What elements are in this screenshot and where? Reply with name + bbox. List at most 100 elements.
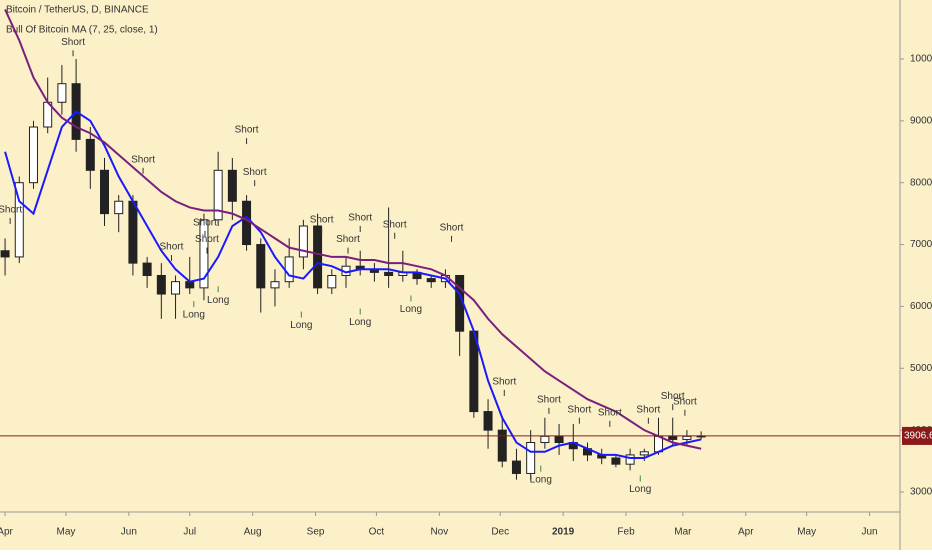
candle-body <box>284 256 294 283</box>
candle-body <box>497 429 507 462</box>
candle-body <box>85 138 95 171</box>
candle-body <box>256 244 266 289</box>
x-tick-label: Aug <box>244 527 262 538</box>
signal-label: Short <box>567 404 591 415</box>
signal-label: Short <box>193 218 217 229</box>
signal-label: Short <box>235 125 259 136</box>
signal: Short <box>537 394 561 414</box>
y-tick-label: 9000.00 <box>910 115 932 126</box>
candle-body <box>156 274 166 295</box>
y-tick-label: 6000.00 <box>910 301 932 312</box>
signal: Long <box>400 295 422 315</box>
moving-average <box>4 110 702 459</box>
x-tick-label: Jun <box>121 527 137 538</box>
signal-label: Short <box>673 396 697 407</box>
signal-label: Short <box>61 37 85 48</box>
signal-label: Short <box>348 213 372 224</box>
signal: Short <box>243 167 267 187</box>
y-tick-label: 5000.00 <box>910 363 932 374</box>
candle-body <box>426 278 436 283</box>
candle-body <box>526 442 536 474</box>
signal-label: Long <box>400 304 422 315</box>
signal: Long <box>629 475 651 495</box>
moving-average <box>4 9 702 450</box>
last-price-label: 3906.61 <box>904 431 932 442</box>
signal-label: Short <box>131 154 155 165</box>
chart-title: Bitcoin / TetherUS, D, BINANCE <box>6 5 149 16</box>
signal-label: Short <box>440 222 464 233</box>
candle-body <box>483 411 493 431</box>
indicator-title: Bull Of Bitcoin MA (7, 25, close, 1) <box>6 25 158 36</box>
x-tick-label: May <box>797 527 816 538</box>
signal-label: Short <box>195 234 219 245</box>
signal: Short <box>193 218 217 237</box>
candle-body <box>142 262 152 276</box>
candle-body <box>114 200 124 215</box>
candle-body <box>14 182 24 258</box>
x-tick-label: Oct <box>369 527 385 538</box>
candle-body <box>682 435 692 440</box>
candle-body <box>227 169 237 202</box>
signal-label: Short <box>310 214 334 225</box>
candle-body <box>171 281 181 295</box>
signal: Short <box>492 377 516 396</box>
last-price-box <box>902 426 932 445</box>
x-tick-label: Nov <box>430 527 448 538</box>
candle-body <box>668 435 678 440</box>
signal-label: Short <box>0 205 22 216</box>
signal: Short <box>673 396 697 416</box>
x-tick-label: Apr <box>0 527 14 538</box>
signal: Long <box>207 286 229 306</box>
candle-body <box>611 457 621 465</box>
candle-body <box>242 200 252 246</box>
signal: Short <box>567 404 592 424</box>
y-tick-label: 7000.00 <box>910 239 932 250</box>
signal: Short <box>598 407 622 427</box>
x-tick-label: 2019 <box>552 527 575 538</box>
signal: Long <box>290 311 312 331</box>
signal-label: Long <box>629 484 651 495</box>
signal-label: Short <box>636 404 660 415</box>
x-tick-label: Sep <box>307 527 325 538</box>
signal-label: Short <box>243 167 267 178</box>
signal: Long <box>530 465 552 485</box>
signal-label: Short <box>160 242 184 253</box>
signal: Short <box>160 242 184 262</box>
signal-label: Short <box>537 394 561 405</box>
candle-body <box>511 460 521 474</box>
y-tick-label: 3000.00 <box>910 487 932 498</box>
candle-body <box>128 200 138 264</box>
x-tick-label: Mar <box>674 527 692 538</box>
x-tick-label: May <box>56 527 75 538</box>
signal: Short <box>0 205 22 224</box>
signal: Short <box>348 213 372 232</box>
x-tick-label: Apr <box>738 527 754 538</box>
signal-label: Short <box>383 219 407 230</box>
signal-label: Long <box>530 474 552 485</box>
candle-body <box>540 435 550 444</box>
signal-label: Long <box>290 320 312 331</box>
candle-body <box>298 225 308 258</box>
x-tick-label: Jun <box>861 527 877 538</box>
signal: Long <box>183 301 205 321</box>
signal: Short <box>195 234 219 254</box>
signal-label: Short <box>598 407 622 418</box>
candle-body <box>384 271 394 276</box>
x-tick-label: Dec <box>491 527 509 538</box>
signal-label: Short <box>492 377 516 388</box>
signal: Short <box>235 125 259 145</box>
x-tick-label: Jul <box>183 527 196 538</box>
signal-label: Long <box>183 310 205 321</box>
candle-body <box>554 435 564 444</box>
candle-body <box>0 250 10 258</box>
signal: Short <box>440 222 464 242</box>
signal: Short <box>636 404 661 424</box>
candle-body <box>625 454 635 465</box>
candle-body <box>654 435 664 453</box>
signal: Long <box>349 308 371 328</box>
candle-body <box>213 169 223 221</box>
y-tick-label: 8000.00 <box>910 177 932 188</box>
signal: Short <box>310 214 334 234</box>
